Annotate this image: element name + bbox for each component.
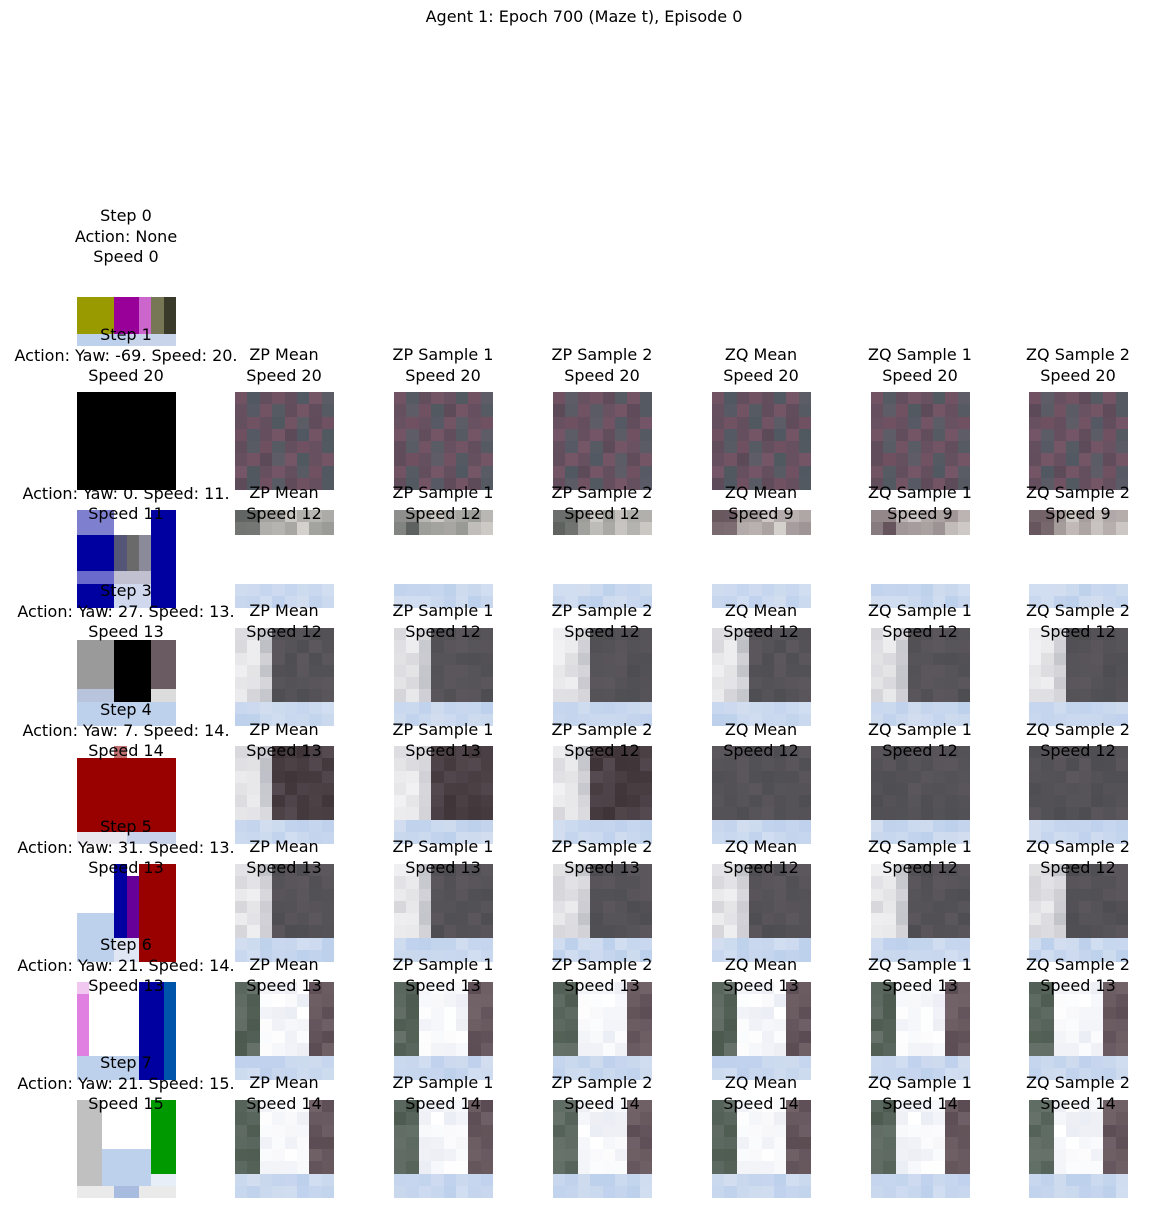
prediction-caption: ZQ Sample 2 Speed 12 bbox=[918, 601, 1154, 642]
step-caption: Step 0 Action: None Speed 0 bbox=[0, 206, 286, 268]
prediction-caption-line: Speed 12 bbox=[918, 741, 1154, 762]
prediction-tile bbox=[1029, 1100, 1128, 1198]
prediction-tile bbox=[871, 510, 970, 608]
prediction-tile bbox=[553, 864, 652, 962]
prediction-caption-line: ZQ Sample 2 bbox=[918, 837, 1154, 858]
step-caption-line: Speed 0 bbox=[0, 247, 286, 268]
prediction-tile bbox=[553, 628, 652, 726]
prediction-tile bbox=[1029, 510, 1128, 608]
prediction-caption: ZQ Sample 2 Speed 9 bbox=[918, 483, 1154, 524]
prediction-caption-line: Speed 20 bbox=[918, 366, 1154, 387]
prediction-tile bbox=[394, 510, 493, 608]
step-caption-line: Step 6 bbox=[0, 935, 286, 956]
prediction-tile bbox=[1029, 864, 1128, 962]
figure-title: Agent 1: Epoch 700 (Maze t), Episode 0 bbox=[0, 7, 1154, 27]
prediction-tile bbox=[394, 392, 493, 490]
prediction-caption-line: ZQ Sample 2 bbox=[918, 483, 1154, 504]
prediction-caption: ZQ Sample 2 Speed 12 bbox=[918, 720, 1154, 761]
prediction-tile bbox=[712, 1100, 811, 1198]
prediction-caption-line: ZQ Sample 2 bbox=[918, 345, 1154, 366]
prediction-tile bbox=[712, 628, 811, 726]
prediction-caption-line: Speed 12 bbox=[918, 622, 1154, 643]
prediction-tile bbox=[394, 982, 493, 1080]
prediction-tile bbox=[1029, 628, 1128, 726]
prediction-tile bbox=[712, 864, 811, 962]
prediction-caption-line: ZQ Sample 2 bbox=[918, 601, 1154, 622]
step-caption-line: Step 7 bbox=[0, 1053, 286, 1074]
prediction-tile bbox=[871, 392, 970, 490]
step-caption-line: Step 0 bbox=[0, 206, 286, 227]
step-caption-line: Step 5 bbox=[0, 817, 286, 838]
prediction-tile bbox=[235, 1100, 334, 1198]
prediction-tile bbox=[553, 392, 652, 490]
prediction-caption-line: Speed 14 bbox=[918, 1094, 1154, 1115]
step-caption-line: Action: None bbox=[0, 227, 286, 248]
prediction-caption: ZQ Sample 2 Speed 12 bbox=[918, 837, 1154, 878]
prediction-tile bbox=[394, 1100, 493, 1198]
prediction-caption-line: Speed 13 bbox=[918, 976, 1154, 997]
prediction-tile bbox=[1029, 982, 1128, 1080]
prediction-caption: ZQ Sample 2 Speed 20 bbox=[918, 345, 1154, 386]
prediction-tile bbox=[553, 982, 652, 1080]
prediction-caption: ZQ Sample 2 Speed 14 bbox=[918, 1073, 1154, 1114]
prediction-tile bbox=[871, 1100, 970, 1198]
prediction-caption-line: ZQ Sample 2 bbox=[918, 1073, 1154, 1094]
prediction-tile bbox=[871, 982, 970, 1080]
prediction-caption-line: ZQ Sample 2 bbox=[918, 720, 1154, 741]
prediction-tile bbox=[871, 628, 970, 726]
prediction-tile bbox=[1029, 392, 1128, 490]
prediction-caption: ZQ Sample 2 Speed 13 bbox=[918, 955, 1154, 996]
step-caption-line: Step 4 bbox=[0, 700, 286, 721]
step-caption-line: Step 1 bbox=[0, 325, 286, 346]
prediction-tile bbox=[712, 510, 811, 608]
prediction-caption-line: Speed 12 bbox=[918, 858, 1154, 879]
prediction-tile bbox=[871, 864, 970, 962]
prediction-tile bbox=[712, 392, 811, 490]
prediction-tile bbox=[712, 982, 811, 1080]
observation-tile bbox=[77, 1100, 176, 1198]
prediction-caption-line: ZQ Sample 2 bbox=[918, 955, 1154, 976]
prediction-caption-line: Speed 9 bbox=[918, 504, 1154, 525]
prediction-tile bbox=[394, 864, 493, 962]
prediction-tile bbox=[553, 1100, 652, 1198]
step-caption-line: Step 3 bbox=[0, 581, 286, 602]
prediction-tile bbox=[553, 510, 652, 608]
prediction-tile bbox=[394, 628, 493, 726]
step-caption-line bbox=[0, 463, 286, 484]
